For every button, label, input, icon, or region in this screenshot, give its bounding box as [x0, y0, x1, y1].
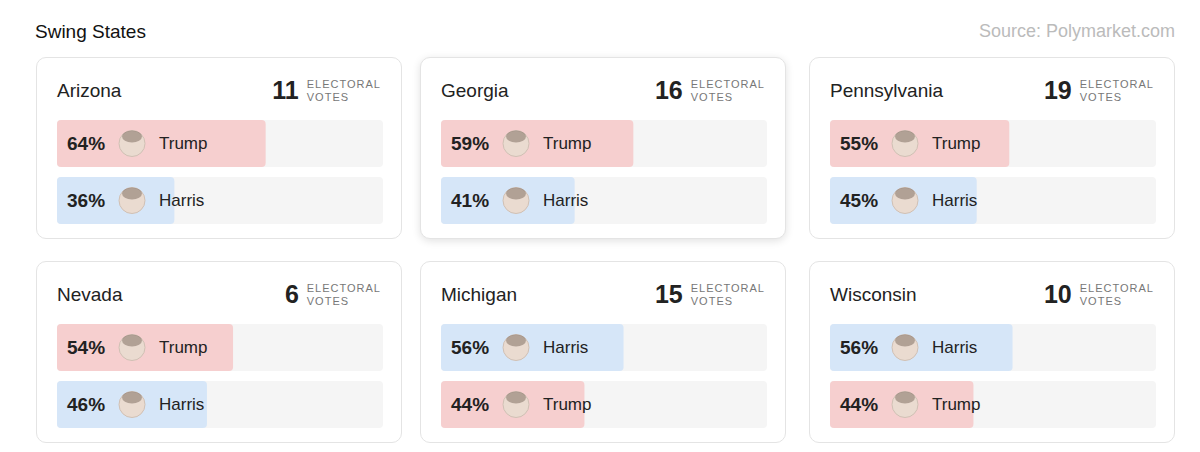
html-text:ELECTORAL: ELECTORAL [690, 77, 765, 90]
html-text:ELECTORAL: ELECTORAL [306, 77, 381, 90]
html-text:6: 6 [284, 280, 299, 308]
html-text:Arizona: Arizona [57, 80, 122, 101]
html-text:Michigan: Michigan [441, 284, 517, 305]
svg-text:45%: 45% [840, 190, 878, 211]
html-text:VOTES: VOTES [306, 294, 350, 307]
svg-text:Trump: Trump [159, 338, 208, 357]
svg-text:Trump: Trump [543, 395, 592, 414]
html-text:16: 16 [655, 76, 683, 104]
html-text:Pennsylvania: Pennsylvania [830, 80, 943, 101]
html-text:Swing States: Swing States [35, 21, 146, 42]
svg-text:54%: 54% [67, 337, 105, 358]
html-text:Source: Polymarket.com: Source: Polymarket.com [978, 21, 1175, 41]
html-text:VOTES: VOTES [306, 90, 350, 103]
html-text:Wisconsin: Wisconsin [830, 284, 917, 305]
svg-text:Harris: Harris [543, 191, 588, 210]
html-text:ELECTORAL: ELECTORAL [690, 281, 765, 294]
svg-text:46%: 46% [67, 394, 105, 415]
html-text:ELECTORAL: ELECTORAL [306, 281, 381, 294]
svg-text:64%: 64% [67, 133, 105, 154]
html-text:VOTES: VOTES [690, 294, 734, 307]
svg-text:Trump: Trump [543, 134, 592, 153]
svg-text:Harris: Harris [159, 395, 204, 414]
html-text:Georgia: Georgia [441, 80, 509, 101]
svg-text:Trump: Trump [932, 395, 981, 414]
svg-text:44%: 44% [451, 394, 489, 415]
svg-text:Harris: Harris [543, 338, 588, 357]
html-text:VOTES: VOTES [1079, 294, 1123, 307]
html-text:Nevada: Nevada [57, 284, 123, 305]
html-text:10: 10 [1044, 280, 1072, 308]
html-text:ELECTORAL: ELECTORAL [1079, 77, 1154, 90]
svg-text:Trump: Trump [932, 134, 981, 153]
html-text:VOTES: VOTES [1079, 90, 1123, 103]
svg-text:Harris: Harris [159, 191, 204, 210]
html-text:ELECTORAL: ELECTORAL [1079, 281, 1154, 294]
html-text:VOTES: VOTES [690, 90, 734, 103]
svg-text:56%: 56% [840, 337, 878, 358]
svg-text:41%: 41% [451, 190, 489, 211]
svg-text:44%: 44% [840, 394, 878, 415]
svg-text:36%: 36% [67, 190, 105, 211]
html-text:11: 11 [272, 76, 299, 104]
svg-text:59%: 59% [451, 133, 489, 154]
svg-text:Harris: Harris [932, 338, 977, 357]
html-text:15: 15 [655, 280, 683, 308]
svg-text:55%: 55% [840, 133, 878, 154]
svg-text:Harris: Harris [932, 191, 977, 210]
html-text:19: 19 [1044, 76, 1072, 104]
svg-text:56%: 56% [451, 337, 489, 358]
svg-text:Trump: Trump [159, 134, 208, 153]
